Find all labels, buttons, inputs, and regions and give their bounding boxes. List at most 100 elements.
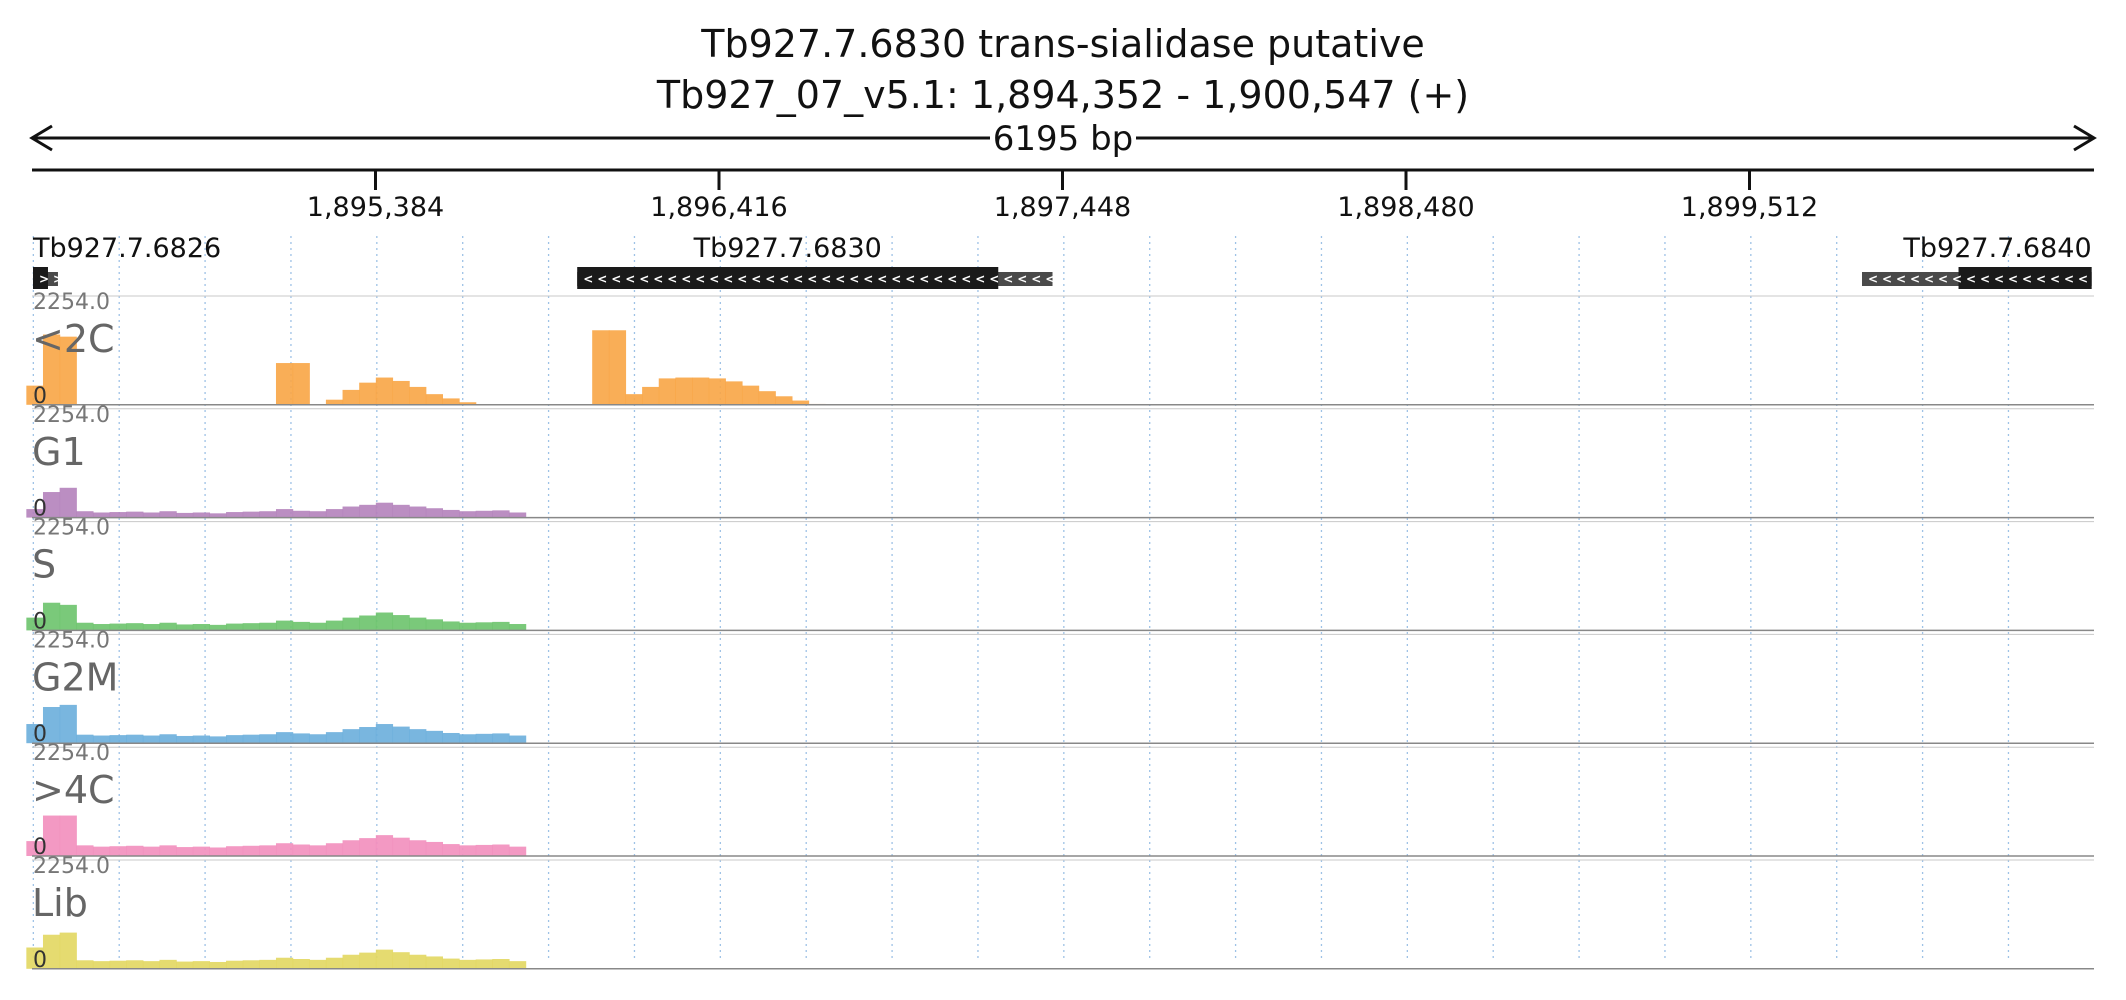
coverage-bar [26, 509, 44, 518]
strand-arrow-icon: < [1910, 272, 1920, 286]
track-ymax-label: 2254.0 [33, 741, 110, 766]
coverage-bar [275, 843, 294, 856]
coverage-bar [359, 952, 377, 969]
coverage-bar [791, 400, 810, 405]
coverage-bar [392, 726, 410, 744]
coverage-bar [126, 960, 144, 969]
strand-arrow-icon: > [39, 272, 49, 286]
track-ymin-label: 0 [33, 948, 47, 973]
coverage-bar [675, 377, 693, 405]
coverage-bar [409, 617, 427, 631]
track-ymax-label: 2254.0 [33, 854, 110, 879]
coverage-bar [259, 622, 277, 631]
coverage-bar [508, 735, 527, 744]
strand-arrow-icon: < [583, 272, 593, 286]
strand-arrow-icon: < [1003, 272, 1013, 286]
coverage-bar [492, 844, 510, 856]
coverage-bar [142, 512, 161, 518]
coverage-bar [159, 845, 177, 856]
coverage-bar [209, 513, 227, 518]
strand-arrow-icon: < [807, 272, 817, 286]
track-name: Lib [32, 881, 88, 925]
coverage-bar [242, 511, 260, 518]
coverage-bar [59, 336, 77, 405]
coverage-bar [342, 506, 360, 518]
coverage-bar [192, 846, 211, 856]
coverage-bar [192, 961, 211, 969]
coverage-bar [425, 619, 444, 631]
coverage-bar [42, 492, 61, 518]
coverage-bar [275, 957, 294, 969]
coverage-bar [259, 845, 277, 856]
strand-arrow-icon: < [779, 272, 789, 286]
coverage-bar [92, 846, 111, 856]
coverage-track: 2254.0 0 G2M [26, 628, 2094, 747]
coverage-bar [292, 844, 310, 856]
strand-arrow-icon: < [681, 272, 691, 286]
tick-label: 1,896,416 [650, 192, 787, 223]
coverage-bar [425, 956, 444, 969]
coverage-bar [608, 330, 627, 405]
coverage-track: 2254.0 0 S [26, 516, 2094, 634]
coverage-bar [292, 621, 310, 631]
gene-cds [577, 267, 999, 289]
coverage-bar [459, 511, 477, 518]
coverage-bar [26, 724, 44, 744]
coverage-bar [159, 734, 177, 744]
strand-arrow-icon: < [2050, 272, 2060, 286]
track-ymin-label: 0 [33, 609, 47, 634]
coverage-bar [59, 932, 77, 969]
strand-arrow-icon: < [919, 272, 929, 286]
coverage-bar [259, 511, 277, 518]
coverage-bar [192, 735, 211, 744]
coverage-bar [442, 398, 460, 405]
coverage-bar [42, 334, 61, 405]
coverage-bar [92, 624, 111, 631]
coverage-bar [226, 512, 244, 518]
coverage-bar [409, 729, 427, 744]
coverage-bar [392, 380, 410, 405]
strand-arrow-icon: < [765, 272, 775, 286]
strand-arrow-icon: < [891, 272, 901, 286]
coverage-bar [176, 735, 194, 744]
coverage-bar [59, 704, 77, 744]
strand-arrow-icon: < [1924, 272, 1934, 286]
strand-arrow-icon: > [53, 272, 63, 286]
coverage-tracks: 2254.00<2C2254.00G12254.00S2254.00G2M225… [26, 290, 2094, 973]
strand-arrow-icon: < [821, 272, 831, 286]
coverage-bar [26, 841, 44, 856]
coverage-bar [325, 957, 344, 969]
coverage-bar [392, 615, 410, 631]
coverage-bar [392, 837, 410, 856]
strand-arrow-icon: < [863, 272, 873, 286]
tick-label: 1,897,448 [994, 192, 1131, 223]
coverage-bar [309, 511, 327, 518]
strand-arrow-icon: < [667, 272, 677, 286]
tick-label: 1,895,384 [307, 192, 444, 223]
coverage-bar [425, 730, 444, 744]
coverage-bar [409, 954, 427, 969]
tick-label: 1,898,480 [1337, 192, 1474, 223]
coverage-bar [26, 617, 44, 631]
coverage-bar [359, 504, 377, 518]
track-ymax-label: 2254.0 [33, 628, 110, 653]
coverage-bar [76, 845, 94, 856]
strand-arrow-icon: < [639, 272, 649, 286]
coverage-bar [309, 622, 327, 631]
coverage-bar [375, 612, 394, 631]
strand-arrow-icon: < [695, 272, 705, 286]
coverage-bar [59, 487, 77, 518]
coverage-bar [159, 622, 177, 631]
coverage-bar [275, 732, 294, 744]
coverage-bar [26, 947, 44, 969]
coverage-bar [109, 735, 127, 744]
coverage-bar [475, 510, 493, 518]
strand-arrow-icon: < [625, 272, 635, 286]
coverage-bar [275, 509, 294, 518]
coverage-bar [459, 734, 477, 744]
coverage-bar [292, 363, 310, 405]
track-name: >4C [32, 768, 115, 812]
coverage-bar [642, 386, 660, 405]
coverage-bar [109, 846, 127, 856]
coverage-bar [126, 623, 144, 631]
